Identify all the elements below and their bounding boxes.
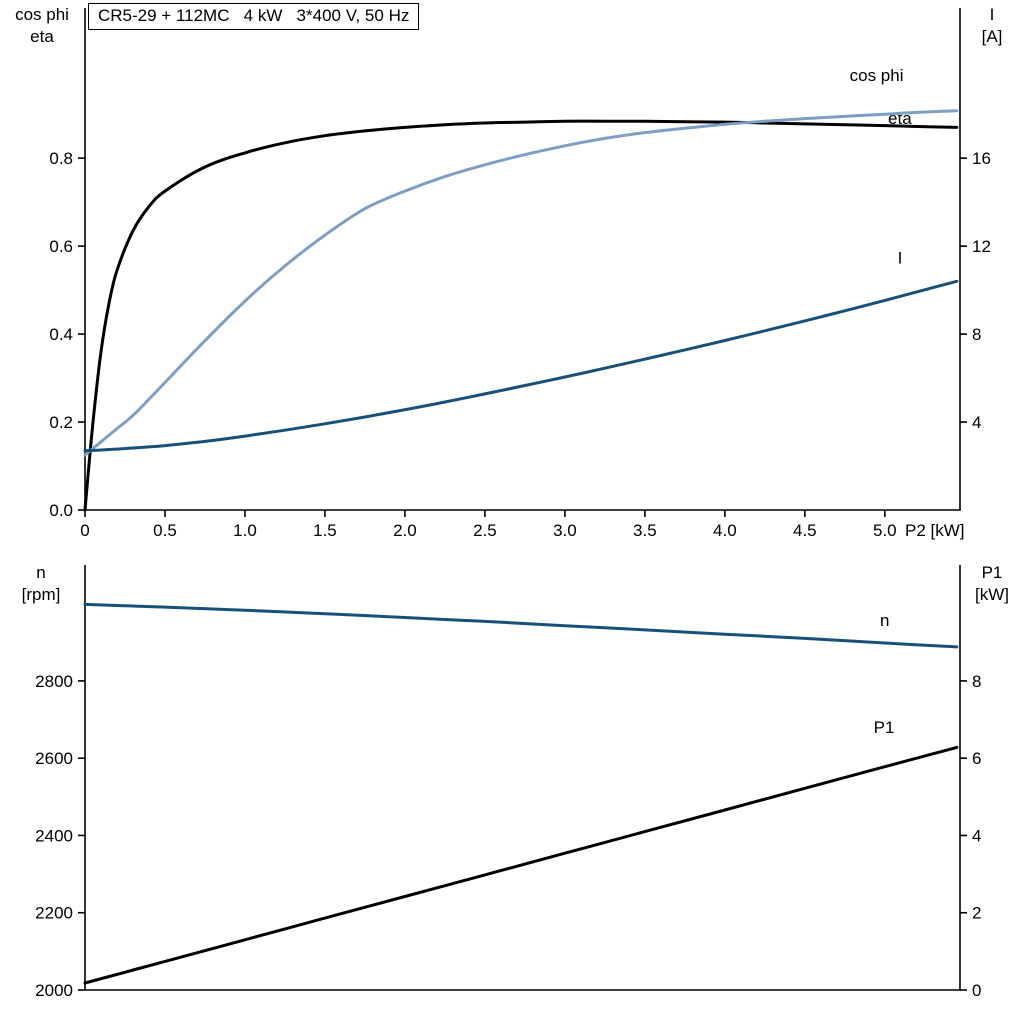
left-axis-tick-label: 0.6 <box>49 237 73 256</box>
left-axis-unit-line1: cos phi <box>15 5 69 24</box>
left-axis-unit-line2: [rpm] <box>21 585 61 604</box>
x-axis-tick-label: 0.5 <box>153 521 177 540</box>
x-axis-title: P2 [kW] <box>905 521 965 540</box>
chart-title-box: CR5-29 + 112MC 4 kW 3*400 V, 50 Hz <box>88 3 420 30</box>
left-axis-tick-label: 0.2 <box>49 413 73 432</box>
left-axis-tick-label: 2600 <box>35 749 73 768</box>
bottom-chart-left-axis-unit: n [rpm] <box>4 562 78 606</box>
right-axis-tick-label: 16 <box>972 149 991 168</box>
left-axis-tick-label: 0.0 <box>49 501 73 520</box>
curve-eta <box>83 119 959 512</box>
left-axis-tick-label: 2200 <box>35 904 73 923</box>
left-axis-unit-line1: n <box>36 563 46 582</box>
right-axis-tick-label: 4 <box>972 826 981 845</box>
left-axis-tick-label: 2400 <box>35 826 73 845</box>
curve-I <box>83 279 959 453</box>
right-axis-tick-label: 12 <box>972 237 991 256</box>
left-axis-tick-label: 2000 <box>35 981 73 1000</box>
right-axis-tick-label: 8 <box>972 672 981 691</box>
top-chart-right-axis-unit: I [A] <box>966 4 1018 48</box>
x-axis-tick-label: 1.5 <box>313 521 337 540</box>
curve-label-cos-phi: cos phi <box>850 66 904 85</box>
left-axis-tick-label: 0.4 <box>49 325 73 344</box>
curve-label-n: n <box>880 611 889 630</box>
left-axis-tick-label: 0.8 <box>49 149 73 168</box>
left-axis-tick-label: 2800 <box>35 672 73 691</box>
x-axis-tick-label: 2.5 <box>473 521 497 540</box>
curve-n <box>83 602 959 649</box>
x-axis-tick-label: 1.0 <box>233 521 257 540</box>
right-axis-unit-line1: I <box>989 5 995 24</box>
x-axis-tick-label: 3.5 <box>633 521 657 540</box>
right-axis-tick-label: 6 <box>972 749 981 768</box>
bottom-chart-right-axis-unit: P1 [kW] <box>964 562 1020 606</box>
right-axis-unit-line2: [A] <box>981 27 1003 46</box>
right-axis-unit-line2: [kW] <box>975 585 1009 604</box>
x-axis-tick-label: 4.0 <box>713 521 737 540</box>
left-axis-unit-line2: eta <box>30 27 54 46</box>
curve-label-P1: P1 <box>874 718 895 737</box>
curve-cos-phi <box>83 109 959 457</box>
curve-label-I: I <box>898 249 903 268</box>
right-axis-tick-label: 0 <box>972 981 981 1000</box>
right-axis-tick-label: 4 <box>972 413 981 432</box>
x-axis-tick-label: 0 <box>80 521 89 540</box>
top-chart-left-axis-unit: cos phi eta <box>6 4 78 48</box>
x-axis-tick-label: 2.0 <box>393 521 417 540</box>
right-axis-tick-label: 8 <box>972 325 981 344</box>
right-axis-unit-line1: P1 <box>981 563 1003 582</box>
curve-P1 <box>83 745 959 985</box>
x-axis-tick-label: 5.0 <box>873 521 897 540</box>
x-axis-tick-label: 4.5 <box>793 521 817 540</box>
right-axis-tick-label: 2 <box>972 904 981 923</box>
x-axis-tick-label: 3.0 <box>553 521 577 540</box>
